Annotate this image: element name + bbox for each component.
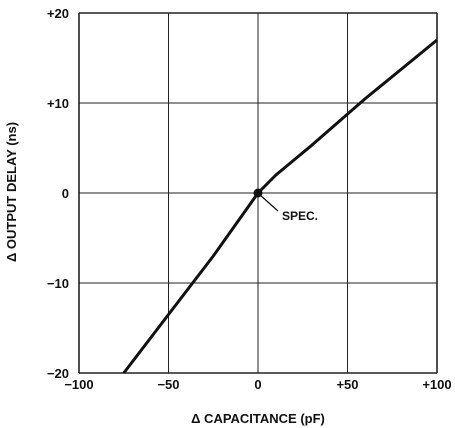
y-tick-label: 0: [62, 186, 69, 201]
y-tick-label: +10: [47, 96, 69, 111]
x-tick-label: 0: [254, 377, 261, 392]
series-line-0: [122, 38, 438, 374]
spec-annotation: SPEC.: [282, 209, 318, 223]
x-tick-label: −50: [157, 377, 179, 392]
spec-leader-line: [259, 194, 279, 212]
y-tick-label: −10: [47, 276, 69, 291]
x-tick-label: −100: [64, 377, 93, 392]
x-axis-label: Δ CAPACITANCE (pF): [191, 411, 325, 426]
tick-labels: −100 −50 0 +50 +100−20−100+10+20: [47, 6, 452, 392]
marker-layer: SPEC.: [253, 188, 318, 223]
x-tick-label: +100: [422, 377, 451, 392]
x-tick-label: +50: [336, 377, 358, 392]
grid: [78, 12, 438, 374]
y-tick-label: −20: [47, 366, 69, 381]
y-tick-label: +20: [47, 6, 69, 21]
series-layer: [122, 38, 438, 374]
y-axis-label: Δ OUTPUT DELAY (ns): [4, 122, 19, 262]
